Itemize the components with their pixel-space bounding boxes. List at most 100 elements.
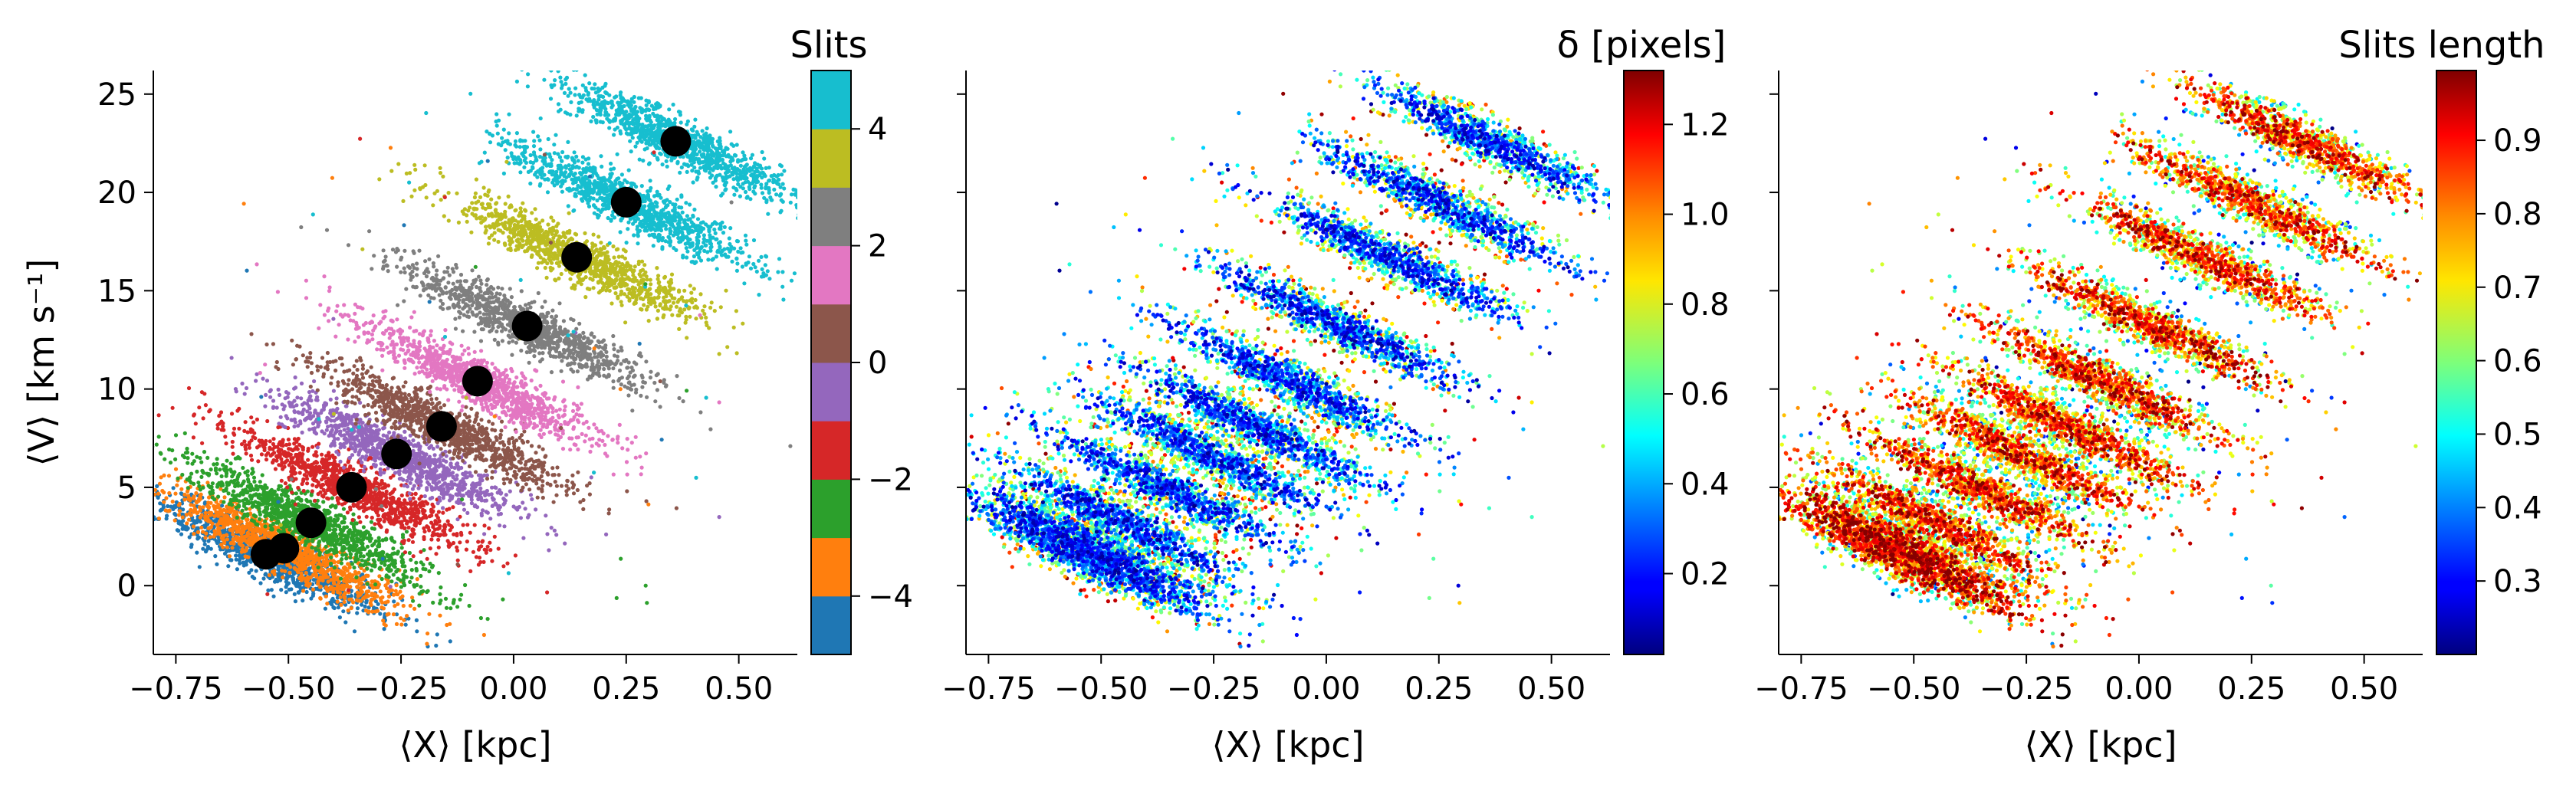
data-point (361, 563, 366, 568)
data-point (361, 509, 366, 513)
data-point (373, 599, 378, 604)
data-point (415, 629, 419, 634)
data-point (554, 533, 559, 537)
data-point (332, 586, 337, 591)
data-point (263, 404, 268, 408)
data-point (378, 612, 383, 616)
data-point (409, 441, 413, 446)
data-point (321, 500, 326, 504)
scatter-points-slits (99, 71, 797, 649)
data-point (370, 552, 375, 556)
data-point (310, 464, 315, 470)
data-point (327, 462, 331, 467)
data-point (292, 437, 297, 441)
data-point (411, 496, 416, 500)
data-point (194, 500, 199, 504)
data-point (289, 587, 294, 592)
data-point (422, 494, 427, 499)
data-point (205, 480, 210, 485)
data-point (461, 523, 465, 527)
data-point (237, 553, 242, 558)
data-point (311, 592, 316, 596)
data-point (400, 594, 405, 599)
data-point (232, 432, 237, 437)
data-point (343, 533, 347, 538)
data-point (284, 590, 288, 595)
data-point (429, 507, 434, 512)
data-point (402, 500, 407, 504)
data-point (212, 505, 217, 510)
data-point (234, 557, 238, 562)
data-point (144, 482, 148, 486)
data-point (338, 441, 343, 447)
data-point (228, 461, 233, 466)
data-point (340, 557, 344, 562)
data-point (180, 515, 185, 520)
data-point (145, 477, 149, 481)
data-point (274, 495, 279, 500)
data-point (444, 605, 449, 610)
data-point (182, 431, 187, 436)
data-point (353, 579, 358, 584)
data-point (217, 413, 222, 418)
data-point (356, 505, 361, 510)
data-point (383, 537, 388, 542)
data-point (276, 425, 281, 430)
data-point (263, 490, 268, 495)
data-point (185, 521, 189, 526)
data-point (200, 441, 205, 445)
data-point (156, 491, 161, 496)
data-point (159, 507, 163, 512)
data-point (232, 494, 238, 498)
data-point (280, 441, 285, 445)
data-point (413, 491, 418, 497)
data-point (223, 513, 228, 518)
data-point (410, 527, 415, 532)
data-point (215, 562, 219, 566)
data-point (99, 452, 103, 456)
data-point (294, 444, 299, 450)
data-point (419, 585, 423, 589)
data-point (192, 508, 197, 513)
data-point (389, 536, 393, 541)
data-point (198, 520, 202, 524)
data-point (326, 497, 330, 501)
data-point (228, 497, 233, 503)
data-point (199, 525, 204, 530)
data-point (310, 444, 315, 449)
data-point (320, 578, 325, 583)
data-point (363, 604, 367, 609)
data-point (376, 544, 380, 549)
data-point (294, 491, 298, 496)
data-point (251, 519, 256, 523)
data-point (406, 510, 411, 514)
data-point (142, 491, 146, 495)
data-point (286, 451, 291, 456)
data-point (439, 599, 443, 603)
data-point (400, 533, 406, 537)
data-point (192, 413, 196, 418)
data-point (216, 528, 221, 533)
data-point (297, 451, 302, 456)
data-point (157, 481, 163, 486)
data-point (293, 560, 297, 565)
data-point (193, 421, 198, 426)
data-point (405, 614, 409, 618)
data-point (380, 600, 385, 605)
data-point (376, 536, 381, 540)
data-point (342, 571, 347, 576)
data-point (171, 486, 176, 490)
data-point (436, 537, 441, 542)
data-point (232, 489, 236, 494)
data-point (380, 494, 384, 500)
data-point (208, 408, 212, 412)
data-point (326, 539, 330, 543)
data-point (192, 481, 196, 486)
data-point (370, 497, 375, 501)
data-point (233, 456, 238, 461)
data-point (206, 539, 211, 543)
data-point (352, 566, 356, 570)
data-point (436, 545, 441, 549)
data-point (196, 480, 201, 485)
data-point (297, 471, 302, 475)
